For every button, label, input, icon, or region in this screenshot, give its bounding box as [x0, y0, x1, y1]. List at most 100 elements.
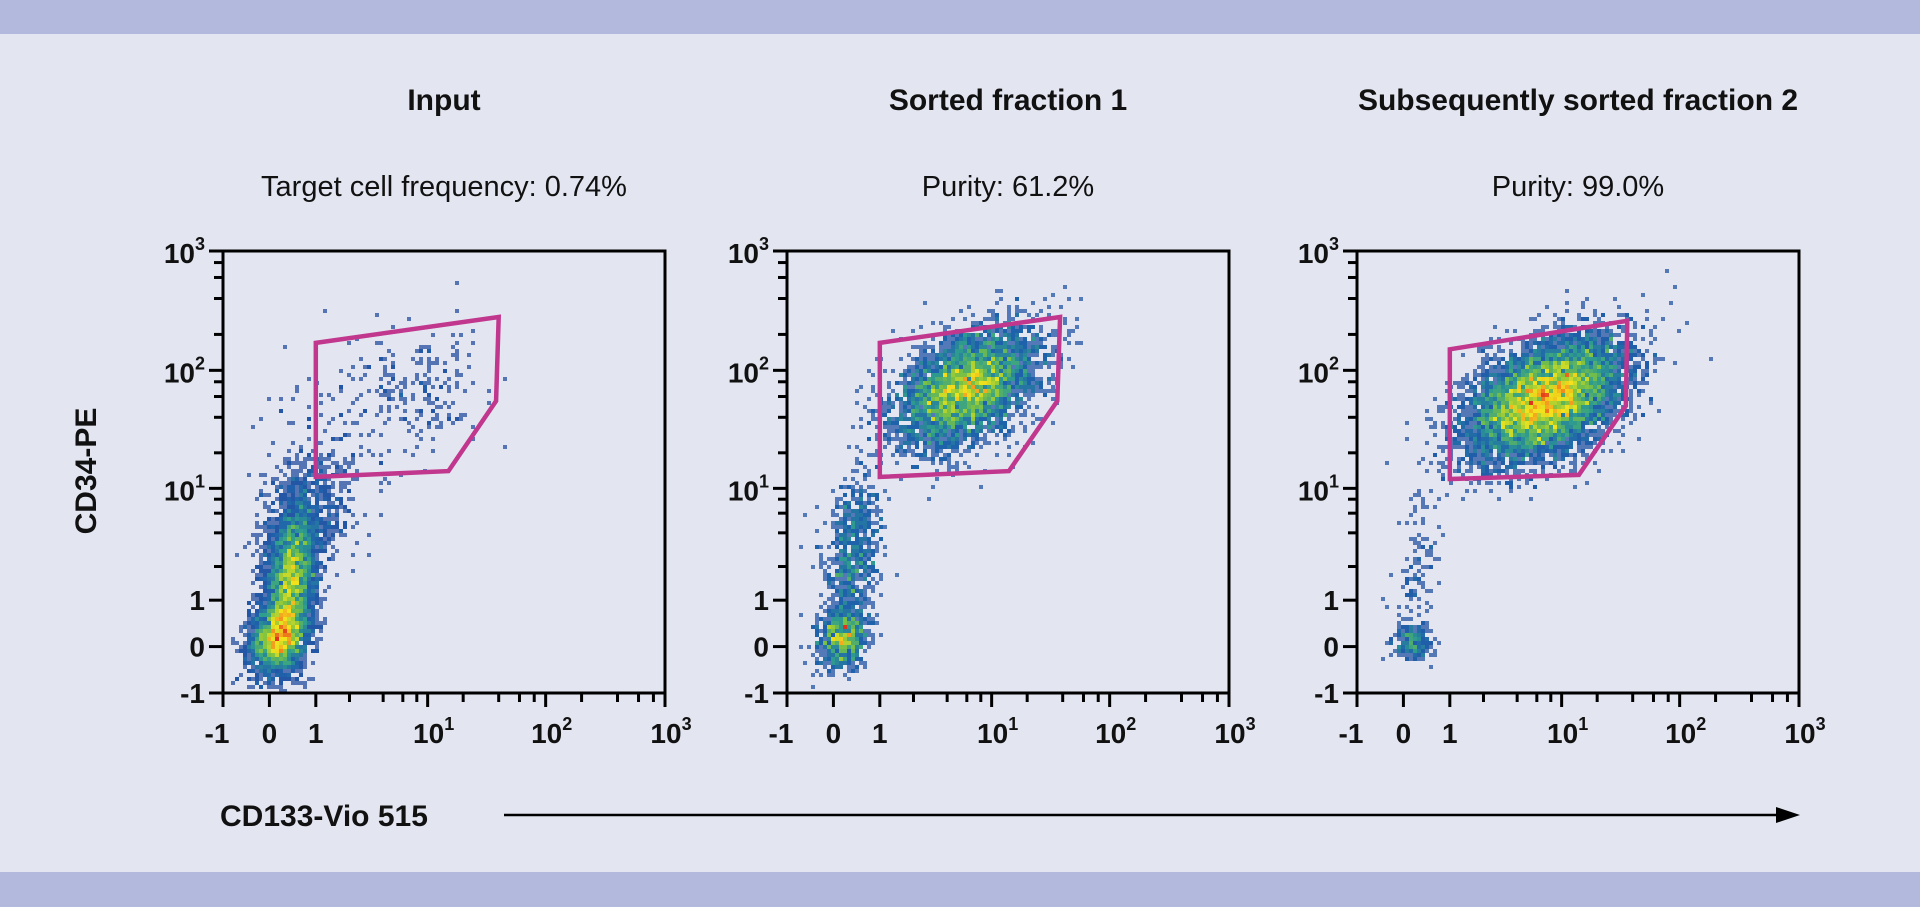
- density-cell: [1541, 457, 1545, 461]
- density-cell: [291, 617, 295, 621]
- density-cell: [867, 501, 871, 505]
- density-cell: [1071, 365, 1075, 369]
- density-cell: [1027, 373, 1031, 377]
- density-cell: [287, 497, 291, 501]
- density-cell: [295, 677, 299, 681]
- gate-polygon[interactable]: [313, 314, 502, 480]
- density-cell: [899, 449, 903, 453]
- density-cell: [1019, 309, 1023, 313]
- x-tick-label: -1: [205, 718, 230, 749]
- density-cell: [303, 489, 307, 493]
- density-cell: [899, 381, 903, 385]
- density-cell: [1557, 469, 1561, 473]
- density-cell: [859, 461, 863, 465]
- density-cell: [375, 313, 379, 317]
- density-cell: [319, 393, 323, 397]
- density-cell: [275, 617, 279, 621]
- density-cell: [339, 489, 343, 493]
- density-cell: [327, 517, 331, 521]
- density-cell: [1453, 425, 1457, 429]
- density-cell: [1529, 405, 1533, 409]
- density-cell: [315, 625, 319, 629]
- density-cell: [819, 553, 823, 557]
- density-cell: [271, 581, 275, 585]
- density-cell: [871, 621, 875, 625]
- density-cell: [995, 381, 999, 385]
- density-cell: [1007, 337, 1011, 341]
- density-cell: [1481, 445, 1485, 449]
- density-cell: [1597, 337, 1601, 341]
- density-cell: [943, 397, 947, 401]
- density-cell: [1501, 413, 1505, 417]
- density-cell: [303, 601, 307, 605]
- gate-polygon[interactable]: [1447, 318, 1630, 482]
- density-cell: [991, 413, 995, 417]
- density-cell: [923, 397, 927, 401]
- density-cell: [891, 421, 895, 425]
- density-cell: [1481, 457, 1485, 461]
- density-cell: [1597, 369, 1601, 373]
- density-cell: [1569, 421, 1573, 425]
- density-cell: [1007, 313, 1011, 317]
- density-cell: [243, 665, 247, 669]
- density-cell: [307, 497, 311, 501]
- density-cell: [1525, 349, 1529, 353]
- density-cell: [1529, 365, 1533, 369]
- density-cell: [1525, 441, 1529, 445]
- density-cell: [815, 657, 819, 661]
- density-cell: [279, 549, 283, 553]
- density-cell: [307, 417, 311, 421]
- density-cell: [1541, 365, 1545, 369]
- density-cell: [379, 341, 383, 345]
- density-cell: [283, 641, 287, 645]
- density-cell: [1481, 377, 1485, 381]
- density-cell: [259, 665, 263, 669]
- density-cell: [1569, 341, 1573, 345]
- density-cell: [1597, 385, 1601, 389]
- density-cell: [331, 397, 335, 401]
- density-cell: [255, 673, 259, 677]
- density-cell: [963, 349, 967, 353]
- density-cell: [851, 609, 855, 613]
- density-cell: [963, 369, 967, 373]
- density-cell: [1401, 633, 1405, 637]
- density-cell: [1485, 473, 1489, 477]
- density-cell: [987, 413, 991, 417]
- density-cell: [1079, 341, 1083, 345]
- density-cell: [1493, 325, 1497, 329]
- density-cell: [283, 589, 287, 593]
- density-cell: [1597, 365, 1601, 369]
- density-cell: [259, 561, 263, 565]
- density-cell: [975, 349, 979, 353]
- density-cell: [863, 589, 867, 593]
- density-cell: [1617, 381, 1621, 385]
- density-cell: [1557, 389, 1561, 393]
- density-cell: [415, 409, 419, 413]
- density-cell: [959, 425, 963, 429]
- density-cell: [1405, 421, 1409, 425]
- density-cell: [1593, 329, 1597, 333]
- density-cell: [1485, 449, 1489, 453]
- density-cell: [1613, 385, 1617, 389]
- density-cell: [831, 641, 835, 645]
- density-cell: [1497, 441, 1501, 445]
- density-cell: [1557, 433, 1561, 437]
- gate-polygon[interactable]: [877, 314, 1063, 480]
- density-cell: [283, 633, 287, 637]
- density-cell: [427, 361, 431, 365]
- density-cell: [931, 397, 935, 401]
- density-cell: [835, 625, 839, 629]
- density-cell: [1577, 349, 1581, 353]
- density-cell: [939, 393, 943, 397]
- density-cell: [1597, 417, 1601, 421]
- density-cell: [855, 641, 859, 645]
- density-cell: [279, 685, 283, 689]
- density-cell: [1585, 377, 1589, 381]
- density-cell: [1437, 405, 1441, 409]
- density-cell: [1465, 441, 1469, 445]
- density-cell: [1007, 365, 1011, 369]
- density-cell: [1015, 401, 1019, 405]
- density-cell: [1509, 373, 1513, 377]
- density-cell: [287, 509, 291, 513]
- density-cell: [1573, 373, 1577, 377]
